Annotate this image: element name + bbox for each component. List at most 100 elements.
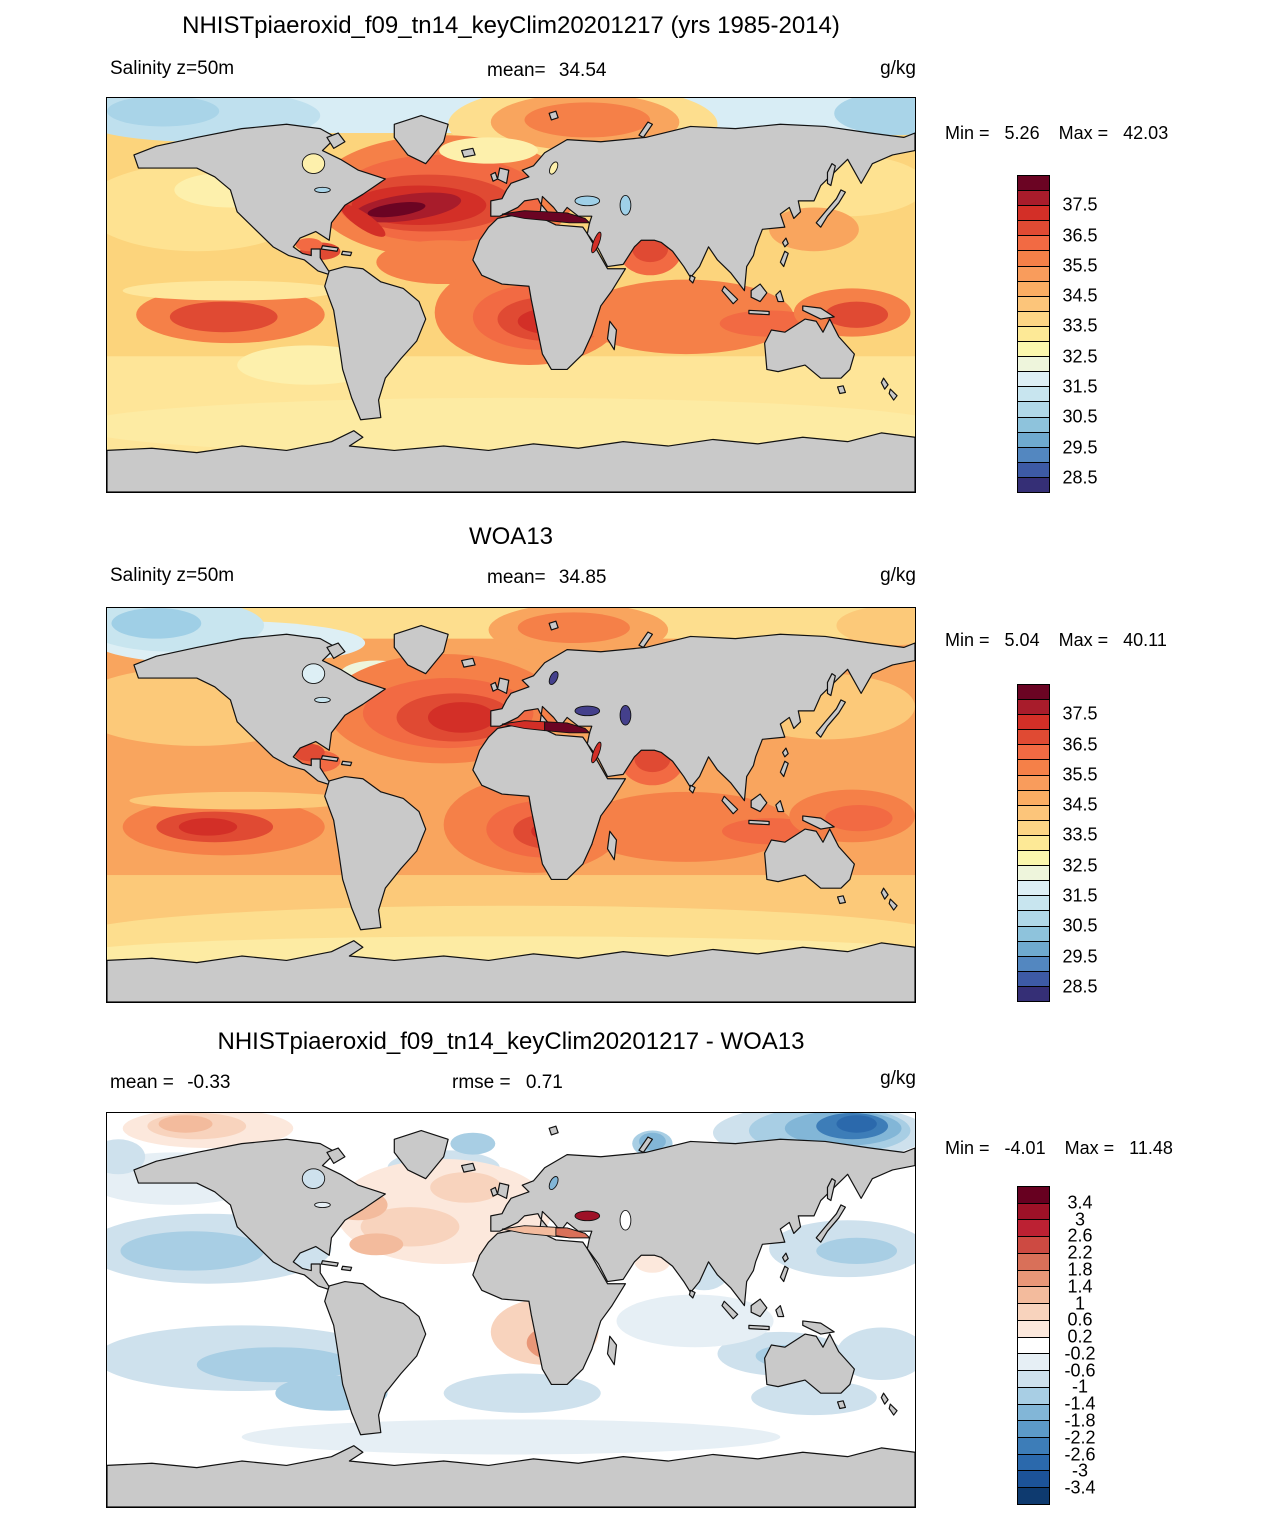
colorbar-cell (1018, 789, 1049, 805)
panel1-mean-value: 34.54 (558, 60, 607, 81)
colorbar-cell (1018, 1470, 1049, 1488)
great-lakes (315, 697, 331, 702)
colorbar-tick-label: 30.5 (1062, 406, 1098, 427)
colorbar-cell (1018, 759, 1049, 775)
colorbar-cell (1018, 1386, 1049, 1404)
panel1-colorbar-labels: 37.5 36.5 35.5 34.5 33.5 32.5 31.5 30.5 29.5 28.5 (1052, 175, 1108, 493)
colorbar-tick-label: 32.5 (1062, 346, 1098, 367)
colorbar-tick-label: 34.5 (1062, 794, 1098, 815)
panel3-units: g/kg (880, 1068, 916, 1089)
black-sea (575, 706, 600, 716)
colorbar-tick-label: 37.5 (1062, 194, 1098, 215)
panel1-range: Min = 5.26 Max = 42.03 (945, 123, 1168, 144)
colorbar-cell (1018, 1487, 1049, 1504)
colorbar-cell (1018, 895, 1049, 911)
black-sea (575, 1211, 600, 1221)
colorbar-cell (1018, 461, 1049, 477)
colorbar-cell (1018, 401, 1049, 417)
panel3-mean-value: -0.33 (187, 1072, 231, 1093)
colorbar-cell (1018, 431, 1049, 447)
colorbar-tick-label: 0.2 (1067, 1326, 1093, 1347)
panel3-rmse: rmse = 0.71 (452, 1072, 563, 1094)
panel1-map (106, 97, 916, 493)
colorbar-cell (1018, 205, 1049, 221)
map-model-salinity (107, 98, 915, 492)
caspian-sea (620, 705, 631, 725)
colorbar-cell (1018, 356, 1049, 372)
colorbar-cell (1018, 265, 1049, 281)
colorbar-tick-label: 28.5 (1062, 467, 1098, 488)
colorbar-tick-label: 31.5 (1062, 376, 1098, 397)
colorbar-tick-label: -1 (1071, 1376, 1088, 1397)
colorbar-cell (1018, 1219, 1049, 1237)
colorbar-cell (1018, 955, 1049, 971)
colorbar-tick-label: 34.5 (1062, 285, 1098, 306)
colorbar-tick-label: 30.5 (1062, 915, 1098, 936)
great-lakes (315, 1202, 331, 1207)
inland-seas (302, 154, 631, 254)
colorbar-tick-label: -0.2 (1064, 1343, 1096, 1364)
colorbar-tick-label: 37.5 (1062, 703, 1098, 724)
black-sea (575, 196, 600, 206)
colorbar-tick-label: -1.8 (1064, 1410, 1096, 1431)
baltic-sea (548, 161, 560, 176)
panel3-range: Min = -4.01 Max = 11.48 (945, 1138, 1173, 1159)
colorbar-cell (1018, 1403, 1049, 1421)
hudson-bay (302, 664, 324, 684)
panel1-mean: mean= 34.54 (487, 60, 606, 82)
colorbar-cell (1018, 910, 1049, 926)
mediterranean-east (545, 722, 590, 733)
panel2-mean: mean= 34.85 (487, 567, 606, 589)
panel3-max-value: 11.48 (1129, 1138, 1173, 1158)
colorbar-tick-label: 1 (1074, 1293, 1085, 1314)
panel2-min-label: Min = (945, 630, 990, 650)
colorbar-cell (1018, 250, 1049, 266)
panel2-min-value: 5.04 (1004, 630, 1040, 650)
colorbar-cell (1018, 190, 1049, 206)
colorbar-cell (1018, 1319, 1049, 1337)
baltic-sea (547, 670, 560, 686)
colorbar-cell (1018, 341, 1049, 357)
colorbar-tick-label: 1.4 (1067, 1276, 1093, 1297)
colorbar-tick-label: -3.4 (1064, 1477, 1096, 1498)
colorbar-cell (1018, 176, 1049, 191)
panel3-rmse-value: 0.71 (525, 1072, 563, 1093)
colorbar-tick-label: -2.2 (1064, 1427, 1096, 1448)
colorbar-tick-label: 29.5 (1062, 437, 1098, 458)
panel3-mean-label: mean = (110, 1072, 174, 1093)
colorbar-cell (1018, 1370, 1049, 1387)
panel3-max-label: Max = (1064, 1138, 1115, 1158)
colorbar-tick-label: 1.8 (1067, 1259, 1093, 1280)
colorbar-cell (1018, 985, 1049, 1001)
panel3-title: NHISTpiaeroxid_f09_tn14_keyClim20201217 … (217, 1028, 805, 1055)
colorbar-cell (1018, 446, 1049, 462)
panel1-min-label: Min = (945, 123, 990, 143)
colorbar-cell (1018, 310, 1049, 326)
colorbar-tick-label: 29.5 (1062, 946, 1098, 967)
colorbar-cell (1018, 774, 1049, 790)
panel1-colorbar (1017, 175, 1050, 493)
colorbar-cell (1018, 744, 1049, 760)
colorbar-cell (1018, 804, 1049, 820)
colorbar-tick-label: 3.4 (1067, 1192, 1093, 1213)
panel1-max-value: 42.03 (1123, 123, 1169, 143)
red-sea (590, 741, 603, 764)
colorbar-cell (1018, 940, 1049, 956)
panel2-map (106, 607, 916, 1003)
colorbar-cell (1018, 729, 1049, 745)
colorbar-tick-label: -1.4 (1064, 1393, 1096, 1414)
colorbar-tick-label: 2.2 (1067, 1242, 1093, 1263)
panel1-units: g/kg (880, 58, 916, 79)
colorbar-cell (1018, 1236, 1049, 1253)
colorbar-tick-label: 32.5 (1062, 855, 1098, 876)
colorbar-tick-label: -2.6 (1064, 1444, 1096, 1465)
colorbar-cell (1018, 1336, 1049, 1354)
mediterranean-east (556, 1228, 590, 1238)
colorbar-tick-label: 36.5 (1062, 225, 1098, 246)
colorbar-cell (1018, 235, 1049, 251)
colorbar-cell (1018, 1187, 1049, 1203)
panel2-range: Min = 5.04 Max = 40.11 (945, 630, 1167, 651)
colorbar-cell (1018, 1252, 1049, 1270)
caspian-sea (620, 195, 631, 215)
colorbar-tick-label: 0.6 (1067, 1309, 1093, 1330)
